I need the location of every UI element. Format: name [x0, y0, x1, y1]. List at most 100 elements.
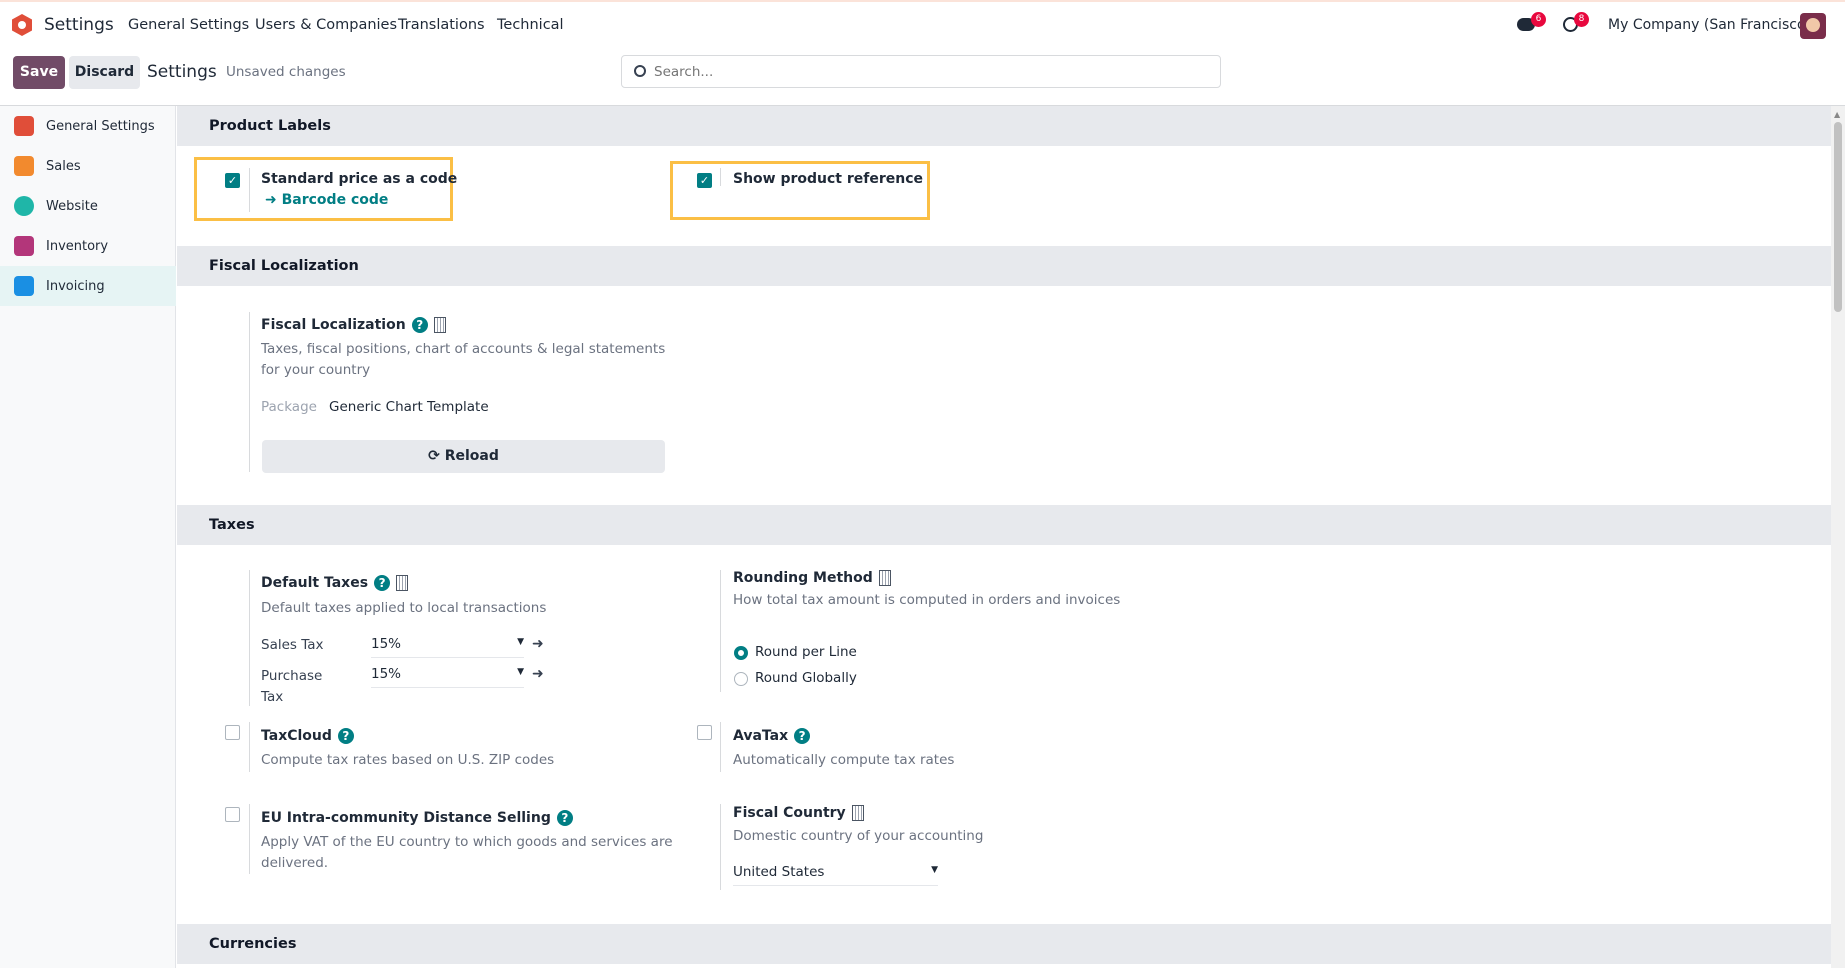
fiscal-country-description: Domestic country of your accounting: [733, 828, 984, 844]
fiscal-country-select[interactable]: United States ▼: [733, 864, 938, 886]
divider: [249, 804, 250, 874]
app-name[interactable]: Settings: [44, 15, 114, 35]
sidebar-item-label: General Settings: [46, 118, 155, 134]
help-icon[interactable]: ?: [374, 575, 391, 591]
show-product-reference-checkbox[interactable]: ✓: [697, 173, 712, 188]
standard-price-label: Standard price as a code: [261, 171, 458, 187]
menu-technical[interactable]: Technical: [497, 17, 564, 33]
activities-button[interactable]: 8: [1563, 12, 1589, 32]
user-avatar[interactable]: [1800, 13, 1826, 39]
taxcloud-checkbox[interactable]: [225, 725, 240, 740]
company-building-icon: [878, 570, 891, 586]
package-value: Generic Chart Template: [329, 399, 489, 415]
search-input[interactable]: [654, 61, 1204, 83]
divider: [249, 570, 250, 706]
divider: [720, 722, 721, 772]
section-header-product-labels: Product Labels: [177, 106, 1831, 146]
eu-distance-selling-description: Apply VAT of the EU country to which goo…: [261, 834, 673, 871]
rounding-method-description: How total tax amount is computed in orde…: [733, 592, 1121, 608]
company-switcher[interactable]: My Company (San Francisco): [1608, 17, 1811, 33]
sidebar-item-general-settings[interactable]: General Settings: [0, 106, 176, 146]
sidebar-item-label: Sales: [46, 158, 81, 174]
fiscal-localization-title: Fiscal Localization?: [261, 317, 446, 333]
help-icon[interactable]: ?: [337, 728, 354, 744]
menu-translations[interactable]: Translations: [398, 17, 485, 33]
open-sales-tax-arrow-icon[interactable]: ➜: [532, 636, 544, 652]
search-icon: [634, 65, 646, 77]
settings-sidebar: General Settings Sales Website Inventory…: [0, 106, 176, 968]
eu-distance-selling-checkbox[interactable]: [225, 807, 240, 822]
sales-icon: [14, 156, 34, 176]
divider: [249, 168, 250, 212]
divider: [720, 168, 721, 186]
round-per-line-radio[interactable]: [734, 646, 748, 660]
arrow-right-icon: ➜: [265, 192, 282, 208]
scrollbar[interactable]: ▲: [1831, 106, 1845, 968]
general-settings-icon: [14, 116, 34, 136]
taxcloud-description: Compute tax rates based on U.S. ZIP code…: [261, 752, 555, 768]
menu-general-settings[interactable]: General Settings: [128, 17, 250, 33]
invoicing-icon: [14, 276, 34, 296]
highlight-box: [194, 157, 453, 221]
round-globally-radio[interactable]: [734, 672, 748, 686]
section-header-currencies: Currencies: [177, 924, 1831, 964]
section-header-fiscal-localization: Fiscal Localization: [177, 246, 1831, 286]
search-box[interactable]: [621, 55, 1221, 88]
sidebar-item-inventory[interactable]: Inventory: [0, 226, 176, 266]
scroll-up-icon[interactable]: ▲: [1834, 110, 1841, 119]
package-label: Package: [261, 399, 317, 415]
fiscal-country-title: Fiscal Country: [733, 805, 864, 821]
purchase-tax-label: Purchase Tax: [261, 668, 323, 705]
refresh-icon: ⟳: [428, 448, 445, 464]
messages-badge: 6: [1531, 12, 1546, 27]
sidebar-item-sales[interactable]: Sales: [0, 146, 176, 186]
menu-users-companies[interactable]: Users & Companies: [255, 17, 398, 33]
round-per-line-label[interactable]: Round per Line: [755, 644, 857, 660]
app-logo-icon[interactable]: [12, 14, 32, 36]
caret-down-icon: ▼: [517, 637, 524, 647]
rounding-method-title: Rounding Method: [733, 570, 891, 586]
reload-button[interactable]: ⟳ Reload: [262, 440, 665, 473]
caret-down-icon: ▼: [517, 667, 524, 677]
chat-icon: [1517, 18, 1535, 31]
breadcrumb: Settings: [147, 62, 217, 82]
save-button[interactable]: Save: [13, 56, 65, 89]
taxcloud-title: TaxCloud?: [261, 728, 354, 744]
highlight-box: [670, 161, 930, 220]
caret-down-icon: ▼: [931, 865, 938, 875]
help-icon[interactable]: ?: [556, 810, 573, 826]
activities-badge: 8: [1574, 12, 1589, 27]
unsaved-changes-status: Unsaved changes: [226, 64, 346, 80]
sidebar-item-invoicing[interactable]: Invoicing: [0, 266, 176, 306]
sidebar-item-website[interactable]: Website: [0, 186, 176, 226]
messages-button[interactable]: 6: [1517, 12, 1546, 31]
divider: [720, 804, 721, 890]
default-taxes-title: Default Taxes?: [261, 575, 409, 591]
avatax-description: Automatically compute tax rates: [733, 752, 955, 768]
avatax-checkbox[interactable]: [697, 725, 712, 740]
barcode-code-link[interactable]: ➜ Barcode code: [265, 192, 388, 208]
show-product-reference-label: Show product reference: [733, 171, 924, 187]
sidebar-item-label: Inventory: [46, 238, 109, 254]
avatax-title: AvaTax?: [733, 728, 811, 744]
eu-distance-selling-title: EU Intra-community Distance Selling?: [261, 810, 573, 826]
scrollbar-thumb[interactable]: [1834, 122, 1842, 312]
sales-tax-select[interactable]: 15% ▼: [371, 636, 524, 658]
purchase-tax-select[interactable]: 15% ▼: [371, 666, 524, 688]
reload-label: Reload: [444, 448, 499, 464]
standard-price-checkbox[interactable]: ✓: [225, 173, 240, 188]
sales-tax-label: Sales Tax: [261, 637, 324, 653]
open-purchase-tax-arrow-icon[interactable]: ➜: [532, 666, 544, 682]
divider: [249, 312, 250, 472]
help-icon[interactable]: ?: [411, 317, 428, 333]
help-icon[interactable]: ?: [794, 728, 811, 744]
website-icon: [14, 196, 34, 216]
top-navbar: Settings General Settings Users & Compan…: [0, 0, 1845, 50]
round-globally-label[interactable]: Round Globally: [755, 670, 857, 686]
control-panel: Save Discard Settings Unsaved changes: [0, 50, 1845, 106]
inventory-icon: [14, 236, 34, 256]
default-taxes-description: Default taxes applied to local transacti…: [261, 600, 547, 616]
company-building-icon: [396, 575, 409, 591]
company-building-icon: [851, 805, 864, 821]
discard-button[interactable]: Discard: [69, 56, 140, 89]
